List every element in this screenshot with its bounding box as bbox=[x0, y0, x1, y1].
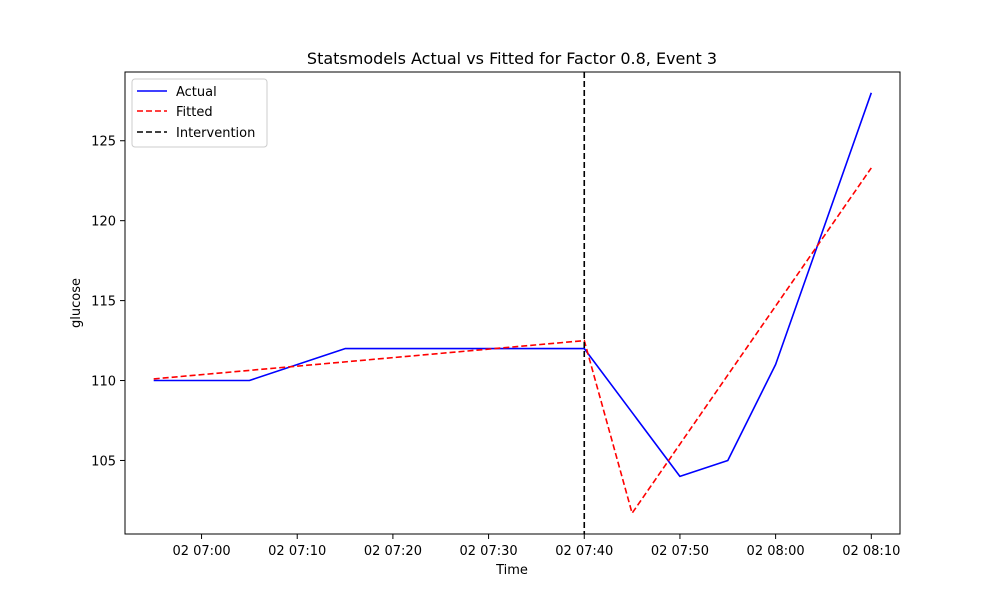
x-axis: 02 07:00 02 07:10 02 07:20 02 07:30 02 07:40… bbox=[172, 534, 900, 559]
y-tick-label: 110 bbox=[91, 375, 116, 390]
y-tick-label: 120 bbox=[91, 215, 116, 230]
x-tick-label: 02 07:20 bbox=[364, 544, 422, 559]
x-tick-label: 02 07:10 bbox=[268, 544, 326, 559]
x-tick-label: 02 08:10 bbox=[842, 544, 900, 559]
x-tick-label: 02 07:50 bbox=[651, 544, 709, 559]
plot-area bbox=[153, 72, 873, 534]
x-tick-label: 02 07:40 bbox=[555, 544, 613, 559]
series-line-fitted bbox=[153, 167, 872, 515]
legend: Actual Fitted Intervention bbox=[131, 78, 268, 148]
x-tick-label: 02 08:00 bbox=[747, 544, 805, 559]
y-tick-label: 105 bbox=[91, 454, 116, 469]
axes-frame bbox=[124, 71, 901, 535]
legend-label-actual: Actual bbox=[176, 85, 217, 100]
x-tick-label: 02 07:30 bbox=[460, 544, 518, 559]
legend-box bbox=[131, 78, 268, 148]
x-tick-label: 02 07:00 bbox=[172, 544, 230, 559]
x-axis-label: Time bbox=[495, 563, 528, 578]
legend-label-fitted: Fitted bbox=[176, 105, 213, 120]
y-tick-label: 115 bbox=[91, 295, 116, 310]
y-tick-label: 125 bbox=[91, 135, 116, 150]
chart-title: Statsmodels Actual vs Fitted for Factor … bbox=[307, 49, 717, 68]
legend-label-intervention: Intervention bbox=[176, 126, 255, 141]
y-axis: 105 110 115 120 125 bbox=[91, 135, 125, 469]
y-axis-label: glucose bbox=[69, 278, 84, 328]
series-line-actual bbox=[153, 92, 873, 478]
